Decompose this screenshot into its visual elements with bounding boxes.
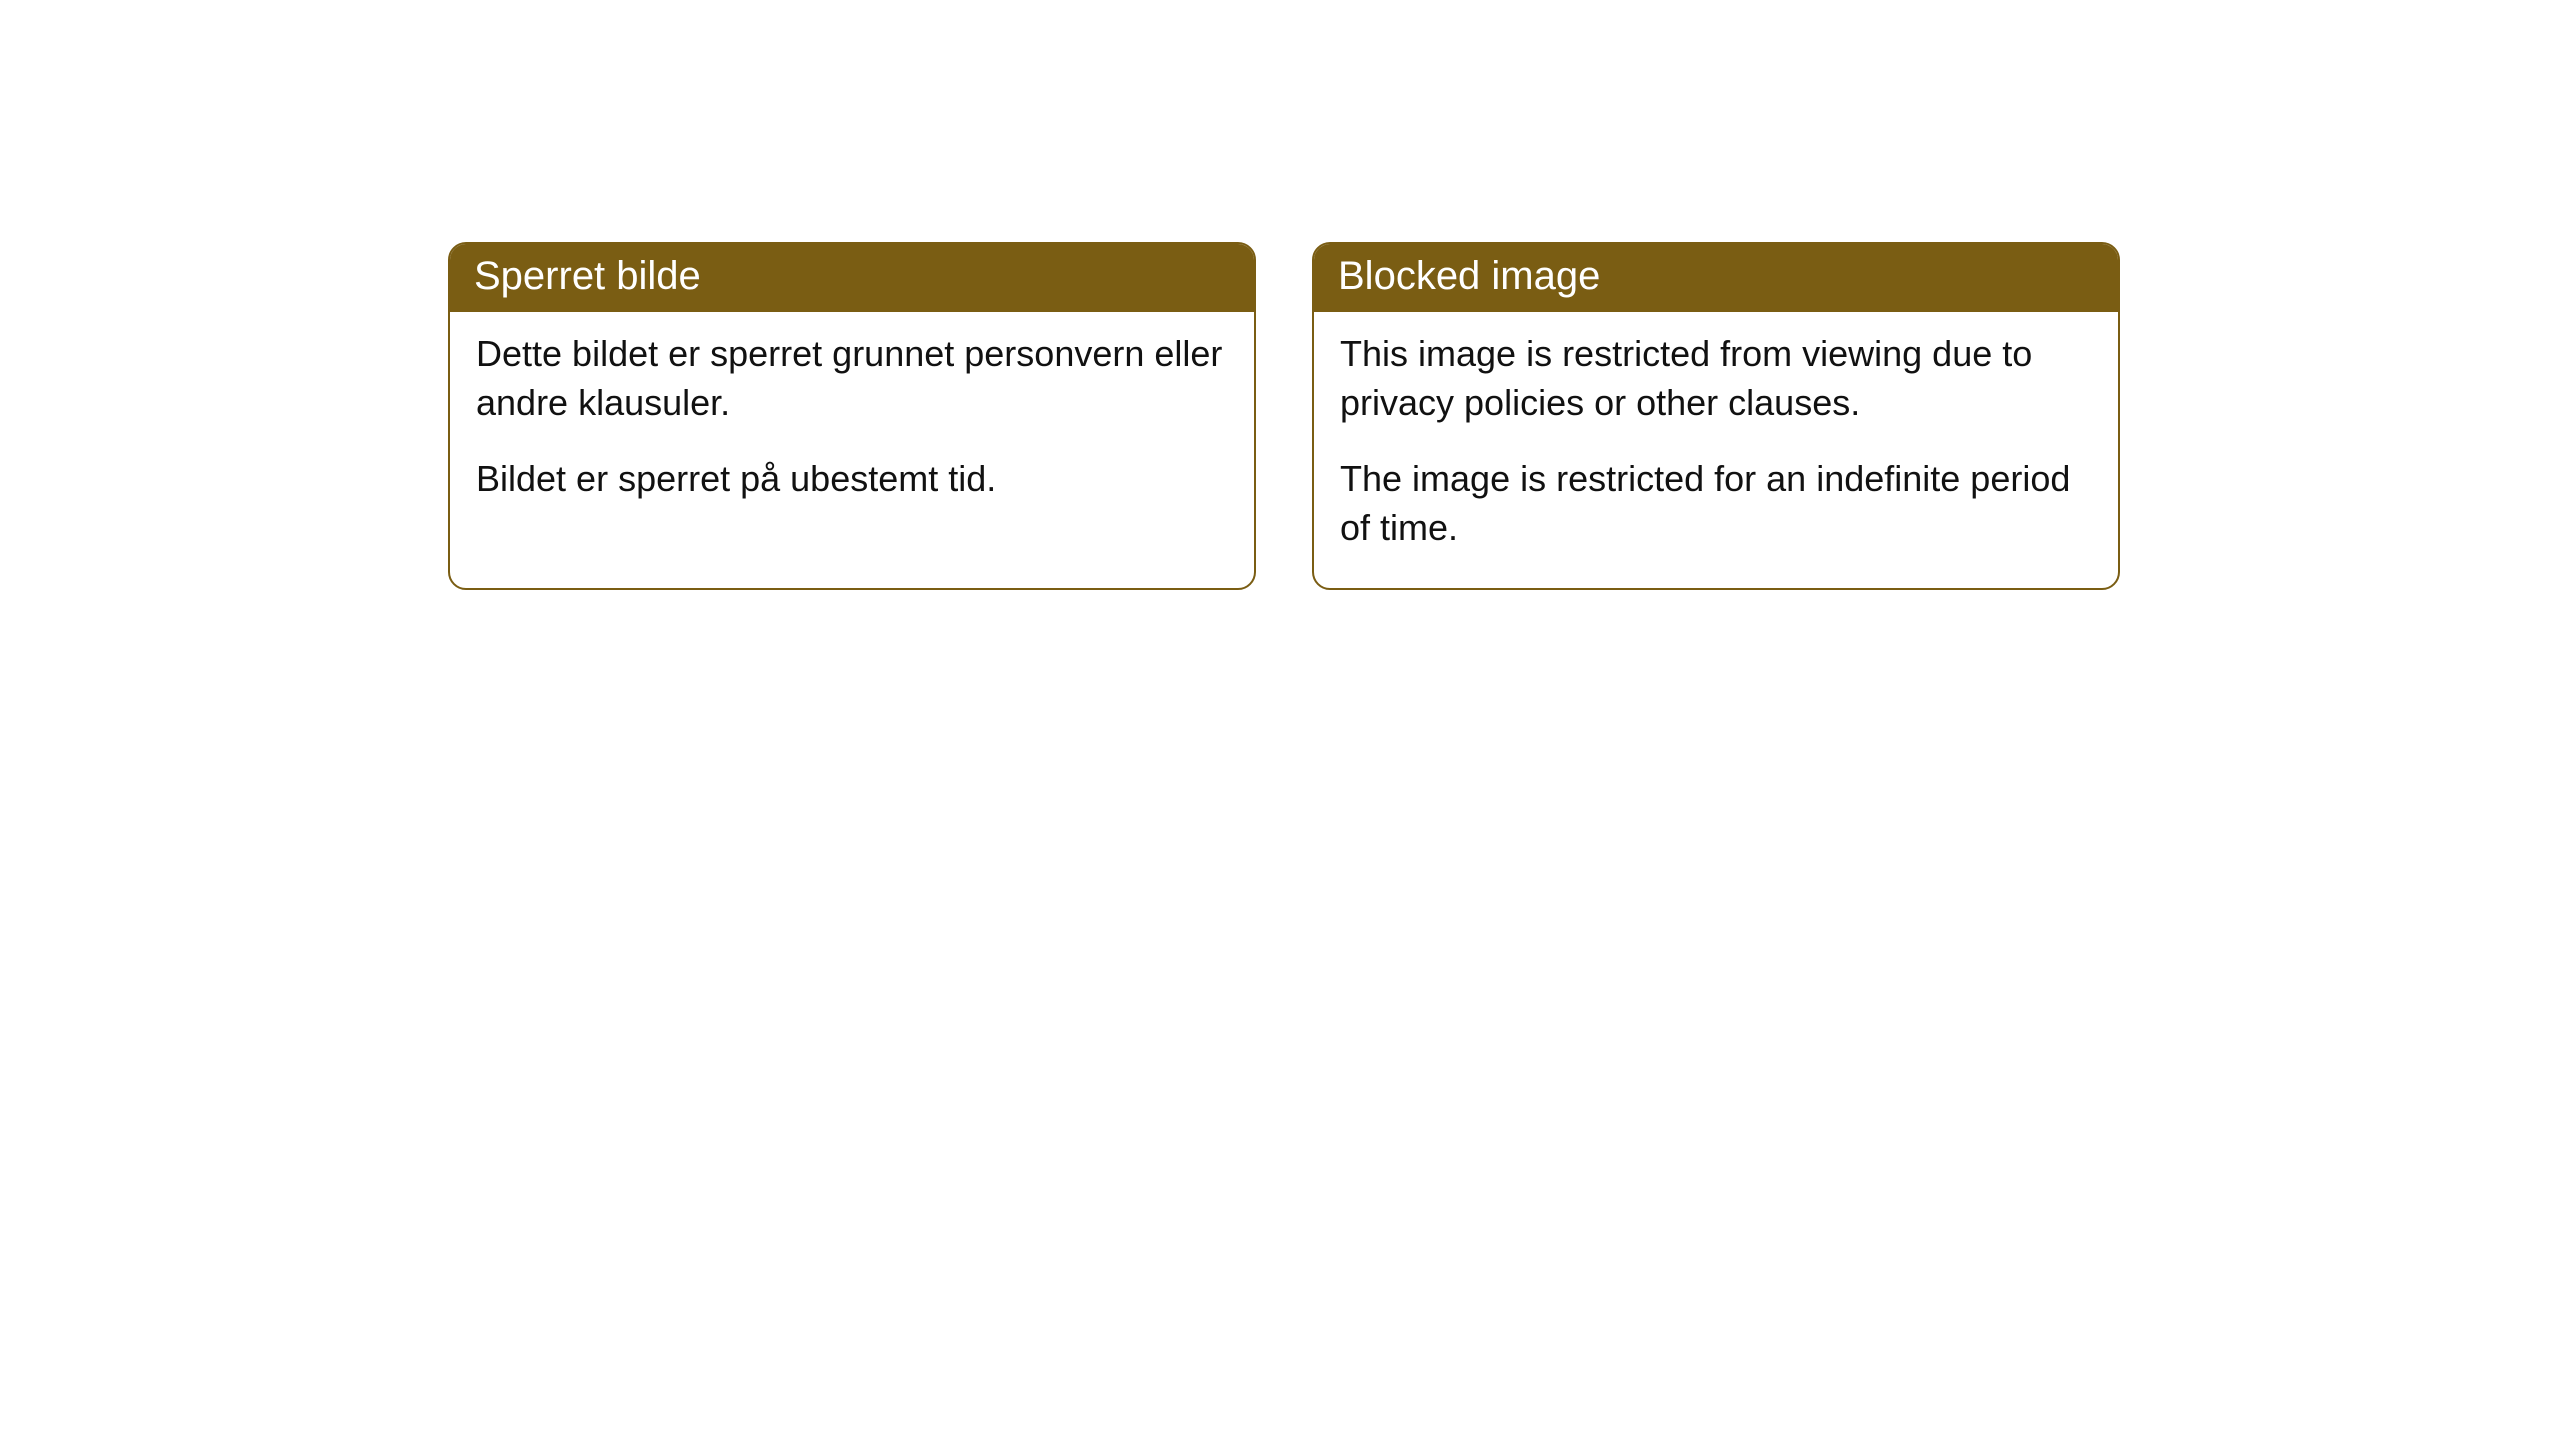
notice-box-english: Blocked image This image is restricted f… [1312,242,2120,590]
notice-header: Sperret bilde [450,244,1254,312]
notice-text-line1: This image is restricted from viewing du… [1340,330,2092,427]
notice-container: Sperret bilde Dette bildet er sperret gr… [448,242,2120,590]
notice-text-line2: The image is restricted for an indefinit… [1340,455,2092,552]
notice-text-line1: Dette bildet er sperret grunnet personve… [476,330,1228,427]
notice-header: Blocked image [1314,244,2118,312]
notice-body: This image is restricted from viewing du… [1314,312,2118,588]
notice-text-line2: Bildet er sperret på ubestemt tid. [476,455,1228,504]
notice-box-norwegian: Sperret bilde Dette bildet er sperret gr… [448,242,1256,590]
notice-body: Dette bildet er sperret grunnet personve… [450,312,1254,540]
